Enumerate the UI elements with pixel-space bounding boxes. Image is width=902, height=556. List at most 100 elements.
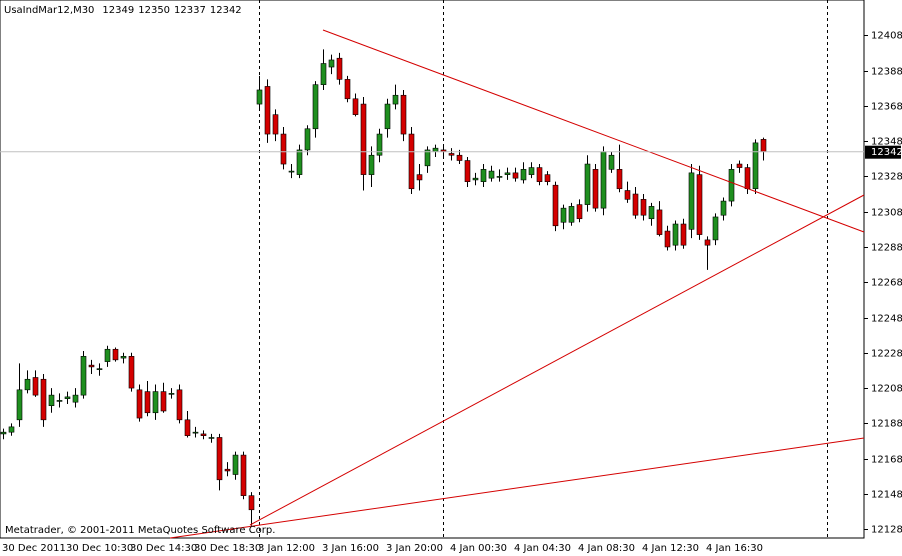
x-tick-label: 4 Jan 08:30 bbox=[578, 543, 635, 554]
candle-body bbox=[664, 230, 671, 248]
candle-body bbox=[96, 368, 103, 370]
candle-body bbox=[360, 103, 367, 175]
candle-body bbox=[0, 431, 7, 435]
candle-body bbox=[136, 389, 143, 419]
close: 12342 bbox=[210, 5, 242, 16]
candle-body bbox=[248, 495, 255, 511]
chart-header: UsaIndMar12,M30 12349 12350 12337 12342 bbox=[4, 5, 242, 16]
candle-body bbox=[520, 169, 527, 181]
candle-body bbox=[496, 176, 503, 178]
plot-area bbox=[0, 0, 865, 539]
candle-body bbox=[752, 142, 759, 190]
candle-body bbox=[72, 394, 79, 403]
candle-body bbox=[384, 103, 391, 130]
candle-body bbox=[504, 172, 511, 175]
candle-body bbox=[192, 431, 199, 434]
candle-body bbox=[224, 468, 231, 472]
candle-body bbox=[56, 400, 63, 402]
candle-body bbox=[200, 433, 207, 436]
candle-body bbox=[448, 153, 455, 156]
candle-body bbox=[32, 377, 39, 396]
x-tick-label: 4 Jan 04:30 bbox=[514, 543, 571, 554]
y-tick-label: 12288 bbox=[871, 243, 902, 254]
candle-body bbox=[160, 391, 167, 412]
x-tick-label: 3 Jan 16:00 bbox=[322, 543, 379, 554]
price-label: 12342 bbox=[871, 147, 902, 158]
candle-body bbox=[560, 207, 567, 223]
y-tick-label: 12368 bbox=[871, 102, 902, 113]
y-tick-label: 12408 bbox=[871, 31, 902, 42]
y-tick-label: 12228 bbox=[871, 349, 902, 360]
y-tick-label: 12208 bbox=[871, 384, 902, 395]
y-tick-label: 12348 bbox=[871, 137, 902, 148]
trend-line bbox=[169, 437, 865, 539]
candle-body bbox=[104, 348, 111, 362]
candle-body bbox=[400, 94, 407, 135]
candle-body bbox=[368, 154, 375, 175]
candle-body bbox=[736, 163, 743, 168]
candle-body bbox=[40, 378, 47, 421]
open: 12349 bbox=[102, 5, 134, 16]
candle-body bbox=[288, 170, 295, 173]
candle-body bbox=[424, 149, 431, 167]
candle-body bbox=[632, 193, 639, 216]
candle-body bbox=[488, 170, 495, 179]
candle-body bbox=[256, 89, 263, 105]
candle-body bbox=[720, 200, 727, 216]
candle-body bbox=[728, 169, 735, 202]
candle-body bbox=[208, 437, 215, 439]
x-tick-label: 30 Dec 10:30 bbox=[66, 543, 133, 554]
candle-body bbox=[688, 172, 695, 230]
candle-body bbox=[80, 356, 87, 396]
candle-body bbox=[16, 389, 23, 421]
x-tick-label: 3 Jan 12:00 bbox=[258, 543, 315, 554]
y-tick-label: 12168 bbox=[871, 455, 902, 466]
candle-body bbox=[184, 419, 191, 436]
candle-body bbox=[232, 454, 239, 475]
candle-body bbox=[696, 174, 703, 235]
y-tick-label: 12248 bbox=[871, 314, 902, 325]
candle-body bbox=[416, 174, 423, 181]
candle-body bbox=[24, 378, 31, 391]
candle-body bbox=[552, 184, 559, 227]
high: 12350 bbox=[138, 5, 170, 16]
y-tick-label: 12128 bbox=[871, 525, 902, 536]
candle-body bbox=[128, 356, 135, 389]
candle-body bbox=[408, 133, 415, 190]
candle-body bbox=[344, 79, 351, 100]
candle-body bbox=[576, 204, 583, 220]
candle-body bbox=[456, 154, 463, 161]
candle-body bbox=[640, 199, 647, 216]
candle-body bbox=[600, 151, 607, 209]
candle-body bbox=[656, 209, 663, 235]
candle-body bbox=[392, 94, 399, 105]
candle-body bbox=[296, 149, 303, 175]
candle-body bbox=[320, 63, 327, 85]
candle-body bbox=[472, 177, 479, 181]
candle-body bbox=[8, 426, 15, 433]
candle-body bbox=[568, 206, 575, 223]
candle-body bbox=[704, 239, 711, 246]
x-tick-label: 30 Dec 18:30 bbox=[194, 543, 261, 554]
candle-body bbox=[240, 454, 247, 496]
x-tick-label: 30 Dec 2011 bbox=[2, 543, 66, 554]
candle-body bbox=[144, 391, 151, 414]
candle-body bbox=[584, 163, 591, 205]
candle-body bbox=[432, 147, 439, 152]
candle-body bbox=[672, 223, 679, 246]
candle-body bbox=[680, 223, 687, 246]
candle-body bbox=[544, 174, 551, 182]
candle-body bbox=[168, 393, 175, 395]
price-label-box bbox=[865, 145, 901, 159]
candle-body bbox=[216, 437, 223, 481]
candle-body bbox=[336, 57, 343, 80]
candle-body bbox=[176, 389, 183, 421]
candle-body bbox=[328, 59, 335, 68]
y-tick-label: 12388 bbox=[871, 67, 902, 78]
y-tick-label: 12308 bbox=[871, 208, 902, 219]
candle-body bbox=[64, 396, 71, 399]
candle-body bbox=[280, 133, 287, 165]
low: 12337 bbox=[174, 5, 206, 16]
x-tick-label: 3 Jan 20:00 bbox=[386, 543, 443, 554]
